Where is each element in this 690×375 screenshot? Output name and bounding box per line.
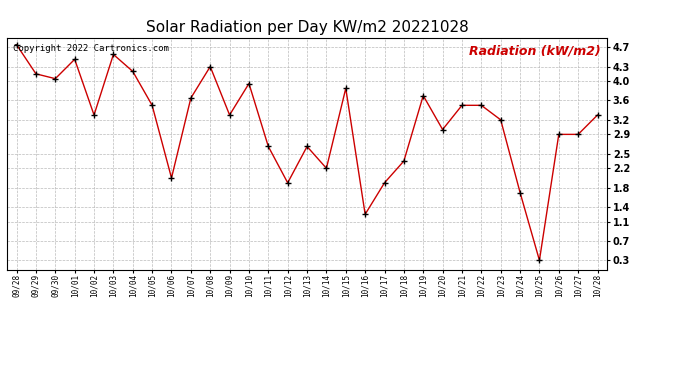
Title: Solar Radiation per Day KW/m2 20221028: Solar Radiation per Day KW/m2 20221028: [146, 20, 469, 35]
Text: Radiation (kW/m2): Radiation (kW/m2): [469, 45, 601, 57]
Text: Copyright 2022 Cartronics.com: Copyright 2022 Cartronics.com: [13, 45, 169, 54]
